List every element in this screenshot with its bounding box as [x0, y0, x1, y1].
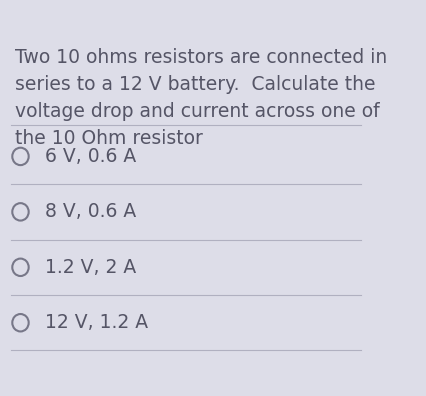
Text: 1.2 V, 2 A: 1.2 V, 2 A	[45, 258, 135, 277]
Text: 8 V, 0.6 A: 8 V, 0.6 A	[45, 202, 135, 221]
Text: 12 V, 1.2 A: 12 V, 1.2 A	[45, 313, 147, 332]
Text: Two 10 ohms resistors are connected in
series to a 12 V battery.  Calculate the
: Two 10 ohms resistors are connected in s…	[15, 48, 386, 148]
Text: 6 V, 0.6 A: 6 V, 0.6 A	[45, 147, 135, 166]
